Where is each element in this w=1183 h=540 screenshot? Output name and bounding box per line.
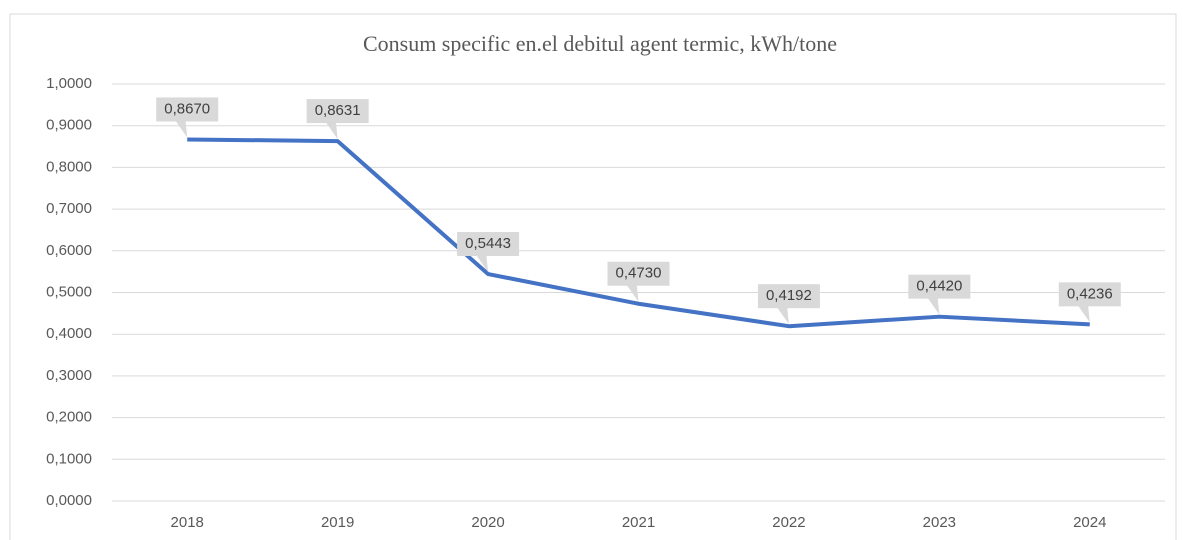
data-label: 0,5443 bbox=[465, 235, 511, 252]
data-label-box bbox=[457, 232, 520, 257]
y-tick-label: 0,2000 bbox=[46, 409, 92, 426]
label-pointer bbox=[474, 252, 489, 273]
label-pointer bbox=[774, 304, 789, 325]
y-tick-label: 0,8000 bbox=[46, 158, 92, 175]
y-tick-label: 0,3000 bbox=[46, 367, 92, 384]
y-tick-label: 0,7000 bbox=[46, 200, 92, 217]
y-tick-label: 1,0000 bbox=[46, 75, 92, 92]
y-tick-label: 0,9000 bbox=[46, 117, 92, 134]
series-line bbox=[187, 137, 1090, 329]
data-label-box bbox=[1058, 282, 1121, 307]
label-pointer bbox=[1075, 302, 1090, 323]
x-tick-label: 2024 bbox=[1073, 514, 1106, 531]
data-label: 0,4236 bbox=[1067, 285, 1113, 302]
y-tick-label: 0,5000 bbox=[46, 283, 92, 300]
y-tick-label: 0,1000 bbox=[46, 450, 92, 467]
data-label: 0,8670 bbox=[164, 100, 210, 117]
data-label-box bbox=[607, 261, 670, 286]
x-tick-label: 2023 bbox=[923, 514, 956, 531]
x-tick-label: 2021 bbox=[622, 514, 655, 531]
data-label: 0,4420 bbox=[916, 278, 962, 295]
x-tick-label: 2022 bbox=[772, 514, 805, 531]
label-pointer bbox=[624, 281, 639, 302]
data-label-box bbox=[306, 99, 369, 124]
data-label: 0,4192 bbox=[766, 287, 812, 304]
data-label-box bbox=[908, 274, 971, 299]
y-tick-label: 0,6000 bbox=[46, 242, 92, 259]
data-label-box bbox=[156, 97, 219, 122]
x-tick-label: 2020 bbox=[471, 514, 504, 531]
data-label-box bbox=[757, 284, 820, 309]
data-label: 0,8631 bbox=[315, 102, 361, 119]
x-tick-label: 2019 bbox=[321, 514, 354, 531]
label-pointer bbox=[173, 117, 188, 138]
data-label: 0,4730 bbox=[616, 265, 662, 282]
y-tick-label: 0,4000 bbox=[46, 325, 92, 342]
x-tick-label: 2018 bbox=[171, 514, 204, 531]
y-tick-label: 0,0000 bbox=[46, 492, 92, 509]
label-pointer bbox=[323, 119, 338, 140]
chart-frame bbox=[9, 13, 1177, 540]
label-pointer bbox=[925, 294, 940, 315]
chart-title: Consum specific en.el debitul agent term… bbox=[363, 31, 837, 56]
